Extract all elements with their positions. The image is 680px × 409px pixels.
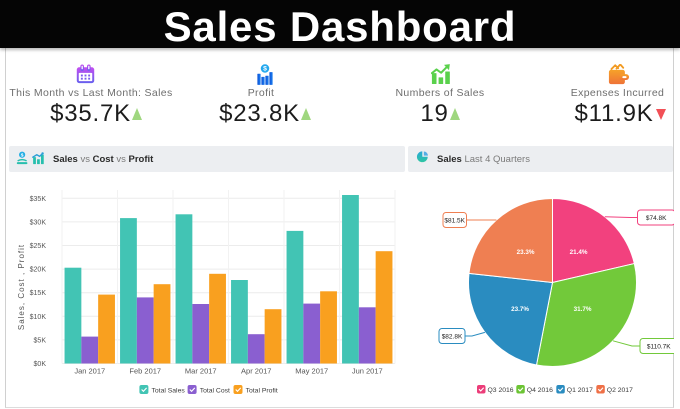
svg-text:$35K: $35K bbox=[30, 196, 47, 203]
svg-text:Total Sales: Total Sales bbox=[152, 388, 186, 395]
svg-text:$74.8K: $74.8K bbox=[646, 215, 667, 222]
svg-text:21.4%: 21.4% bbox=[570, 249, 588, 256]
svg-text:Sales, Cost , Profit: Sales, Cost , Profit bbox=[17, 244, 26, 330]
svg-text:$0K: $0K bbox=[34, 361, 47, 368]
svg-text:Apr 2017: Apr 2017 bbox=[241, 367, 271, 376]
svg-text:Q4 2016: Q4 2016 bbox=[527, 387, 553, 394]
svg-text:Mar 2017: Mar 2017 bbox=[185, 367, 217, 376]
svg-text:23.3%: 23.3% bbox=[517, 249, 535, 256]
svg-text:$10K: $10K bbox=[30, 314, 47, 321]
svg-text:$110.7K: $110.7K bbox=[647, 344, 671, 351]
svg-text:$81.5K: $81.5K bbox=[444, 218, 465, 225]
svg-text:23.7%: 23.7% bbox=[511, 306, 529, 313]
svg-text:$15K: $15K bbox=[30, 290, 47, 297]
svg-text:Q2 2017: Q2 2017 bbox=[607, 387, 633, 394]
svg-text:Q1 2017: Q1 2017 bbox=[567, 387, 593, 394]
svg-text:$: $ bbox=[21, 152, 24, 158]
svg-text:31.7%: 31.7% bbox=[574, 306, 592, 313]
svg-text:Q3 2016: Q3 2016 bbox=[488, 387, 514, 394]
svg-text:Total Cost: Total Cost bbox=[200, 388, 230, 395]
svg-text:$20K: $20K bbox=[30, 267, 47, 274]
svg-text:May 2017: May 2017 bbox=[295, 367, 328, 376]
svg-text:$82.8K: $82.8K bbox=[442, 334, 463, 341]
svg-text:$25K: $25K bbox=[30, 243, 47, 250]
svg-text:$: $ bbox=[263, 66, 267, 73]
svg-text:Jan 2017: Jan 2017 bbox=[74, 367, 105, 376]
svg-text:Jun 2017: Jun 2017 bbox=[352, 367, 383, 376]
svg-text:$5K: $5K bbox=[34, 337, 47, 344]
svg-text:Total Profit: Total Profit bbox=[246, 388, 278, 395]
svg-text:$30K: $30K bbox=[30, 219, 47, 226]
svg-text:Feb 2017: Feb 2017 bbox=[129, 367, 161, 376]
